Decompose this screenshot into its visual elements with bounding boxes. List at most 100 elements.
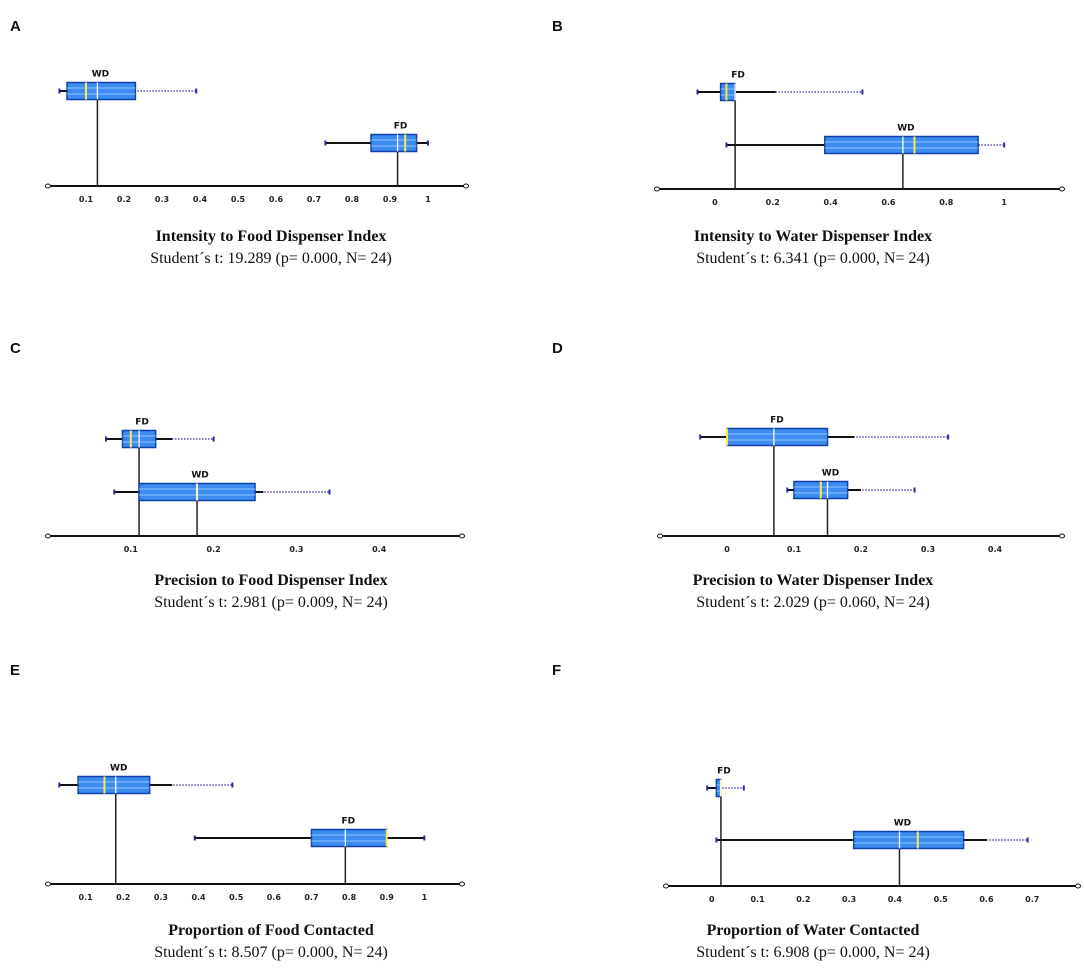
- box-label-wd: WD: [894, 819, 911, 829]
- axis-end-cap: [45, 183, 51, 189]
- x-tick-label: 0.7: [304, 893, 318, 902]
- x-tick-label: 0.6: [979, 895, 994, 904]
- x-tick-label: 0.6: [269, 195, 284, 204]
- box-wd: [77, 775, 151, 795]
- x-tick-label: 0.1: [79, 893, 94, 902]
- box-label-wd: WD: [92, 70, 109, 80]
- x-tick-label: 0.2: [796, 895, 810, 904]
- axis-end-cap: [1059, 533, 1065, 539]
- axis-end-cap: [1075, 883, 1081, 889]
- panel-d-plot: 0 0.1 0.2 0.3 0.4 FD WD: [657, 416, 1065, 554]
- box-fd: [726, 427, 829, 447]
- box-wd: [824, 135, 979, 155]
- panel-c: C 0.1 0.2 0.3 0.4 FD WD Precision to Food Dis…: [0, 322, 542, 644]
- x-tick-label: 0.1: [79, 195, 94, 204]
- x-tick-label: 0.7: [1025, 895, 1039, 904]
- panel-f-plot: 0 0.1 0.2 0.3 0.4 0.5 0.6 0.7 FD WD: [663, 767, 1081, 904]
- panel-stat: Student´s t: 6.341 (p= 0.000, N= 24): [696, 250, 930, 267]
- panel-b-plot: 0 0.2 0.4 0.6 0.8 1 FD WD: [654, 71, 1065, 207]
- x-tick-label: 0.1: [124, 545, 139, 554]
- x-tick-label: 0.2: [207, 545, 221, 554]
- x-tick-label: 0.6: [267, 893, 282, 902]
- axis-end-cap: [1059, 186, 1065, 192]
- axis-end-cap: [463, 183, 469, 189]
- x-tick-label: 0.1: [750, 895, 765, 904]
- box-fd: [719, 82, 736, 102]
- axis-end-cap: [45, 533, 51, 539]
- box-label-fd: FD: [731, 71, 745, 81]
- x-tick-label: 0.8: [342, 893, 357, 902]
- x-tick-label: 1: [422, 893, 428, 902]
- x-tick-label: 0: [724, 545, 730, 554]
- panel-e: E 0.1 0.2 0.3 0.4 0.5 0.6 0.7 0.8 0.9 1 WD FD Propo…: [0, 644, 542, 966]
- panel-title: Precision to Food Dispenser Index: [154, 572, 388, 589]
- box-label-fd: FD: [135, 418, 149, 428]
- panel-stat: Student´s t: 2.029 (p= 0.060, N= 24): [696, 594, 930, 611]
- panel-letter: D: [552, 340, 563, 357]
- box-label-fd: FD: [717, 767, 731, 777]
- x-tick-label: 0: [712, 198, 718, 207]
- box-label-wd: WD: [110, 764, 127, 774]
- box-label-wd: WD: [191, 471, 208, 481]
- box-label-wd: WD: [897, 124, 914, 134]
- panel-stat: Student´s t: 19.289 (p= 0.000, N= 24): [150, 250, 392, 267]
- panel-b: B 0 0.2 0.4 0.6 0.8 1 FD WD Intensity to Water …: [542, 0, 1084, 322]
- x-tick-label: 0.3: [155, 195, 169, 204]
- panel-title: Intensity to Water Dispenser Index: [693, 228, 933, 245]
- axis-end-cap: [45, 881, 51, 887]
- x-tick-label: 0.5: [934, 895, 949, 904]
- x-tick-label: 0: [709, 895, 715, 904]
- panel-title: Proportion of Water Contacted: [706, 922, 920, 939]
- panel-a-plot: 0.1 0.2 0.3 0.4 0.5 0.6 0.7 0.8 0.9 1 WD FD: [45, 70, 469, 204]
- panel-title: Precision to Water Dispenser Index: [692, 572, 934, 589]
- panel-a: A 0.1 0.2 0.3 0.4 0.5 0.6 0.7 0.8 0.9 1 WD FD Inten…: [0, 0, 542, 322]
- box-wd: [66, 81, 137, 101]
- x-tick-label: 1: [1001, 198, 1007, 207]
- panel-letter: B: [552, 18, 563, 35]
- x-tick-label: 0.4: [888, 895, 903, 904]
- axis-end-cap: [657, 533, 663, 539]
- x-tick-label: 0.2: [116, 893, 130, 902]
- panel-stat: Student´s t: 8.507 (p= 0.000, N= 24): [154, 944, 388, 961]
- axis-end-cap: [459, 881, 465, 887]
- x-tick-label: 0.2: [766, 198, 780, 207]
- x-tick-label: 0.3: [289, 545, 303, 554]
- x-tick-label: 1: [425, 195, 431, 204]
- panel-title: Proportion of Food Contacted: [168, 922, 374, 939]
- x-tick-label: 0.8: [345, 195, 360, 204]
- box-label-wd: WD: [822, 469, 839, 479]
- panel-d: D 0 0.1 0.2 0.3 0.4 FD WD Precision to Water D…: [542, 322, 1084, 644]
- x-tick-label: 0.6: [881, 198, 896, 207]
- panel-stat: Student´s t: 2.981 (p= 0.009, N= 24): [154, 594, 388, 611]
- x-tick-label: 0.3: [154, 893, 168, 902]
- panel-title: Intensity to Food Dispenser Index: [155, 228, 387, 245]
- panel-e-plot: 0.1 0.2 0.3 0.4 0.5 0.6 0.7 0.8 0.9 1 WD FD: [45, 764, 465, 902]
- x-tick-label: 0.2: [854, 545, 868, 554]
- x-tick-label: 0.2: [117, 195, 131, 204]
- x-tick-label: 0.9: [383, 195, 398, 204]
- x-tick-label: 0.4: [372, 545, 387, 554]
- panel-letter: A: [10, 18, 21, 35]
- box-wd: [852, 830, 965, 850]
- x-tick-label: 0.4: [193, 195, 208, 204]
- box-fd: [370, 133, 418, 153]
- x-tick-label: 0.7: [307, 195, 321, 204]
- x-tick-label: 0.3: [842, 895, 856, 904]
- axis-end-cap: [459, 533, 465, 539]
- box-fd: [310, 828, 388, 848]
- panel-letter: E: [10, 662, 21, 679]
- x-tick-label: 0.9: [380, 893, 395, 902]
- panel-stat: Student´s t: 6.908 (p= 0.000, N= 24): [696, 944, 930, 961]
- panel-letter: F: [552, 662, 562, 679]
- x-tick-label: 0.8: [939, 198, 954, 207]
- box-label-fd: FD: [770, 416, 784, 426]
- x-tick-label: 0.3: [921, 545, 935, 554]
- x-tick-label: 0.4: [823, 198, 838, 207]
- box-label-fd: FD: [394, 122, 408, 132]
- axis-end-cap: [663, 883, 669, 889]
- panel-c-plot: 0.1 0.2 0.3 0.4 FD WD: [45, 418, 465, 554]
- axis-end-cap: [654, 186, 660, 192]
- x-tick-label: 0.1: [787, 545, 802, 554]
- x-tick-label: 0.5: [231, 195, 246, 204]
- panel-letter: C: [10, 340, 21, 357]
